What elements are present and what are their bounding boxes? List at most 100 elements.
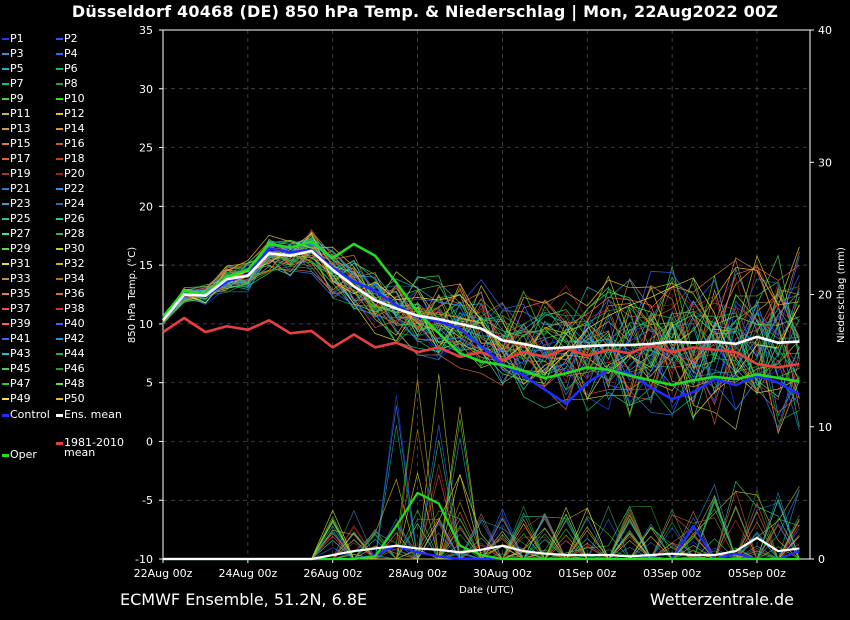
legend-swatch — [2, 218, 9, 220]
legend-item-p12: P12 — [56, 107, 85, 121]
legend-item-p9: P9 — [2, 92, 24, 106]
x-tick-label: 30Aug 00z — [473, 567, 532, 580]
legend-label: P28 — [64, 227, 85, 240]
legend-label: P36 — [64, 287, 85, 300]
y-tick-label: -5 — [142, 494, 153, 507]
legend-swatch — [2, 68, 9, 70]
legend-swatch — [56, 383, 63, 385]
legend-item-p40: P40 — [56, 317, 85, 331]
legend-swatch — [2, 83, 9, 85]
legend-swatch — [56, 188, 63, 190]
legend-item-ens-mean: Ens. mean — [56, 408, 122, 422]
ensemble-member-line — [162, 242, 800, 421]
legend-item-p5: P5 — [2, 62, 24, 76]
series-line-1981-2010-mean — [162, 316, 800, 369]
ensemble-member-line — [162, 244, 800, 412]
legend-item-oper: Oper — [2, 448, 37, 462]
legend-swatch — [2, 308, 9, 310]
legend-item-p32: P32 — [56, 257, 85, 271]
legend-swatch — [56, 323, 63, 325]
legend: P1 P2 P3 P4 P5 P6 P7 P8 P9 P10 P11 P12 P13 P14 P15 P16 P… — [0, 32, 135, 472]
series-line-ens-mean — [161, 249, 800, 350]
y-tick-label: 0 — [146, 435, 153, 448]
ensemble-member-precip — [163, 379, 800, 560]
y-tick-label: 35 — [139, 24, 153, 37]
legend-item-p7: P7 — [2, 77, 24, 91]
legend-swatch — [56, 233, 63, 235]
legend-label: Control — [10, 408, 50, 421]
legend-swatch — [2, 383, 9, 385]
series-line-oper — [161, 240, 800, 387]
legend-swatch — [2, 453, 9, 457]
legend-swatch — [56, 38, 63, 40]
legend-label: P32 — [64, 257, 85, 270]
y2-tick-label: 20 — [818, 289, 832, 302]
legend-swatch — [56, 413, 63, 417]
legend-item-p39: P39 — [2, 317, 31, 331]
legend-item-p43: P43 — [2, 347, 31, 361]
legend-item-p28: P28 — [56, 227, 85, 241]
legend-label: P31 — [10, 257, 31, 270]
ensemble-member-line — [162, 232, 800, 358]
legend-item-p2: P2 — [56, 32, 78, 46]
legend-label: P7 — [10, 77, 24, 90]
legend-swatch — [2, 248, 9, 250]
legend-swatch — [2, 53, 9, 55]
legend-label: P22 — [64, 182, 85, 195]
y2-axis-label: Niederschlag (mm) — [836, 247, 847, 343]
legend-swatch — [2, 233, 9, 235]
legend-swatch — [2, 323, 9, 325]
legend-item-p36: P36 — [56, 287, 85, 301]
legend-item-p33: P33 — [2, 272, 31, 286]
ensemble-member-precip — [163, 406, 800, 560]
legend-label: P34 — [64, 272, 85, 285]
legend-item-p50: P50 — [56, 392, 85, 406]
legend-swatch — [2, 413, 9, 417]
legend-label: P46 — [64, 362, 85, 375]
x-tick-label: 03Sep 00z — [643, 567, 701, 580]
y-tick-label: 20 — [139, 200, 153, 213]
x-tick-label: 22Aug 00z — [134, 567, 193, 580]
legend-swatch — [56, 441, 63, 445]
legend-label: P29 — [10, 242, 31, 255]
legend-label: P16 — [64, 137, 85, 150]
legend-item-p20: P20 — [56, 167, 85, 181]
legend-item-p42: P42 — [56, 332, 85, 346]
legend-label: P44 — [64, 347, 85, 360]
legend-item-p38: P38 — [56, 302, 85, 316]
legend-swatch — [56, 53, 63, 55]
chart-title: Düsseldorf 40468 (DE) 850 hPa Temp. & Ni… — [71, 2, 779, 21]
legend-label: P24 — [64, 197, 85, 210]
legend-swatch — [56, 338, 63, 340]
legend-item-p18: P18 — [56, 152, 85, 166]
legend-item-p13: P13 — [2, 122, 31, 136]
y2-tick-label: 0 — [818, 553, 825, 566]
legend-swatch — [2, 353, 9, 355]
legend-label-climatology-2: mean — [64, 446, 96, 459]
x-axis-label: Date (UTC) — [459, 585, 514, 596]
ensemble-member-line — [162, 238, 800, 371]
legend-swatch — [2, 398, 9, 400]
legend-swatch — [56, 173, 63, 175]
legend-swatch — [56, 398, 63, 400]
legend-swatch — [56, 158, 63, 160]
y-tick-label: 5 — [146, 377, 153, 390]
legend-label: P41 — [10, 332, 31, 345]
legend-item-p31: P31 — [2, 257, 31, 271]
ensemble-member-line — [162, 234, 800, 351]
legend-label: P50 — [64, 392, 85, 405]
legend-label: P1 — [10, 32, 24, 45]
legend-swatch — [56, 353, 63, 355]
legend-swatch — [56, 218, 63, 220]
legend-item-p25: P25 — [2, 212, 31, 226]
legend-label: P10 — [64, 92, 85, 105]
legend-item-p46: P46 — [56, 362, 85, 376]
legend-swatch — [2, 338, 9, 340]
legend-item-p49: P49 — [2, 392, 31, 406]
legend-label: P43 — [10, 347, 31, 360]
ensemble-member-line — [162, 244, 800, 400]
legend-swatch — [2, 113, 9, 115]
legend-label: Oper — [10, 448, 37, 461]
legend-label: P47 — [10, 377, 31, 390]
legend-swatch — [2, 293, 9, 295]
